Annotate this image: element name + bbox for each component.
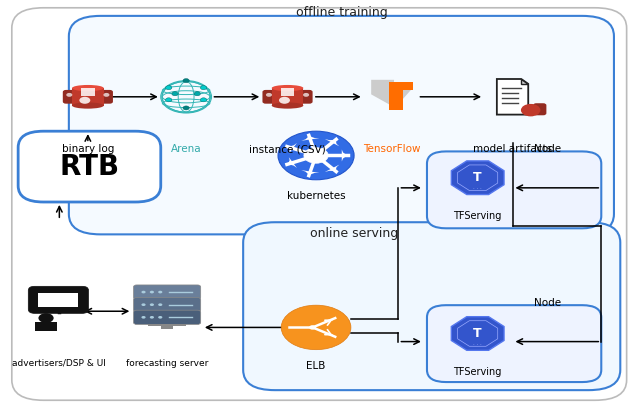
Polygon shape [301,171,319,175]
FancyBboxPatch shape [69,17,614,235]
Bar [272,89,303,106]
Polygon shape [324,140,339,147]
Circle shape [281,305,351,350]
Circle shape [521,104,540,117]
Bar [38,293,78,308]
Polygon shape [301,137,319,141]
Ellipse shape [72,86,104,92]
FancyBboxPatch shape [12,9,627,400]
FancyBboxPatch shape [63,91,76,104]
Circle shape [172,92,178,96]
Circle shape [79,98,90,104]
Circle shape [309,325,316,330]
Text: advertisers/DSP & UI: advertisers/DSP & UI [12,358,106,367]
Ellipse shape [272,86,303,92]
Circle shape [303,94,309,98]
FancyBboxPatch shape [100,91,113,104]
Circle shape [266,94,272,98]
Text: TensorFlow: TensorFlow [364,144,421,154]
Circle shape [141,316,146,319]
Bar [148,324,186,326]
Text: model artifacts: model artifacts [473,144,552,154]
Polygon shape [35,322,58,331]
Text: offline training: offline training [296,6,387,19]
Bar [161,326,173,330]
Circle shape [67,94,72,98]
Circle shape [200,86,207,90]
FancyBboxPatch shape [134,298,201,312]
Polygon shape [389,83,413,111]
Circle shape [183,107,189,111]
Circle shape [166,98,172,102]
Polygon shape [497,80,528,115]
FancyBboxPatch shape [427,152,601,229]
Circle shape [104,94,109,98]
Polygon shape [521,80,528,85]
Circle shape [141,304,146,306]
Text: instance (CSV): instance (CSV) [249,144,326,154]
Polygon shape [451,162,504,195]
Text: ELB: ELB [307,360,326,370]
Text: · · ·: · · · [474,341,482,346]
Circle shape [150,304,154,306]
Circle shape [150,291,154,294]
FancyBboxPatch shape [18,132,161,202]
FancyBboxPatch shape [300,91,312,104]
Circle shape [304,148,328,164]
Circle shape [150,316,154,319]
FancyBboxPatch shape [28,287,88,313]
FancyBboxPatch shape [427,305,601,382]
Polygon shape [288,158,297,168]
Text: · · ·: · · · [474,186,482,191]
Circle shape [194,92,200,96]
Circle shape [158,291,163,294]
Text: RTB: RTB [59,152,119,180]
FancyBboxPatch shape [262,91,275,104]
Circle shape [183,79,189,83]
Circle shape [166,86,172,90]
Circle shape [200,98,207,102]
Polygon shape [371,81,413,109]
Text: TFServing: TFServing [454,211,502,221]
Text: forecasting server: forecasting server [126,358,208,367]
Polygon shape [324,165,339,173]
Bar [72,89,104,106]
Circle shape [38,313,54,323]
Circle shape [279,98,290,104]
Polygon shape [451,317,504,350]
FancyBboxPatch shape [533,104,547,116]
Bar [281,89,294,96]
Text: T: T [474,171,482,183]
Circle shape [158,316,163,319]
Text: TFServing: TFServing [454,366,502,376]
Text: T: T [474,326,482,339]
FancyBboxPatch shape [243,223,620,390]
Ellipse shape [272,103,303,109]
FancyBboxPatch shape [134,285,201,299]
Text: Node: Node [534,297,561,307]
Circle shape [158,304,163,306]
Ellipse shape [72,103,104,109]
Polygon shape [342,150,348,162]
Text: binary log: binary log [61,144,114,154]
Bar [81,89,95,96]
FancyBboxPatch shape [134,310,201,325]
Polygon shape [288,144,297,154]
Text: Node: Node [534,144,561,154]
Text: kubernetes: kubernetes [287,190,346,200]
Text: Arena: Arena [171,144,202,154]
Bar [48,312,71,313]
Text: online serving: online serving [310,227,398,240]
Circle shape [278,132,354,180]
Circle shape [141,291,146,294]
